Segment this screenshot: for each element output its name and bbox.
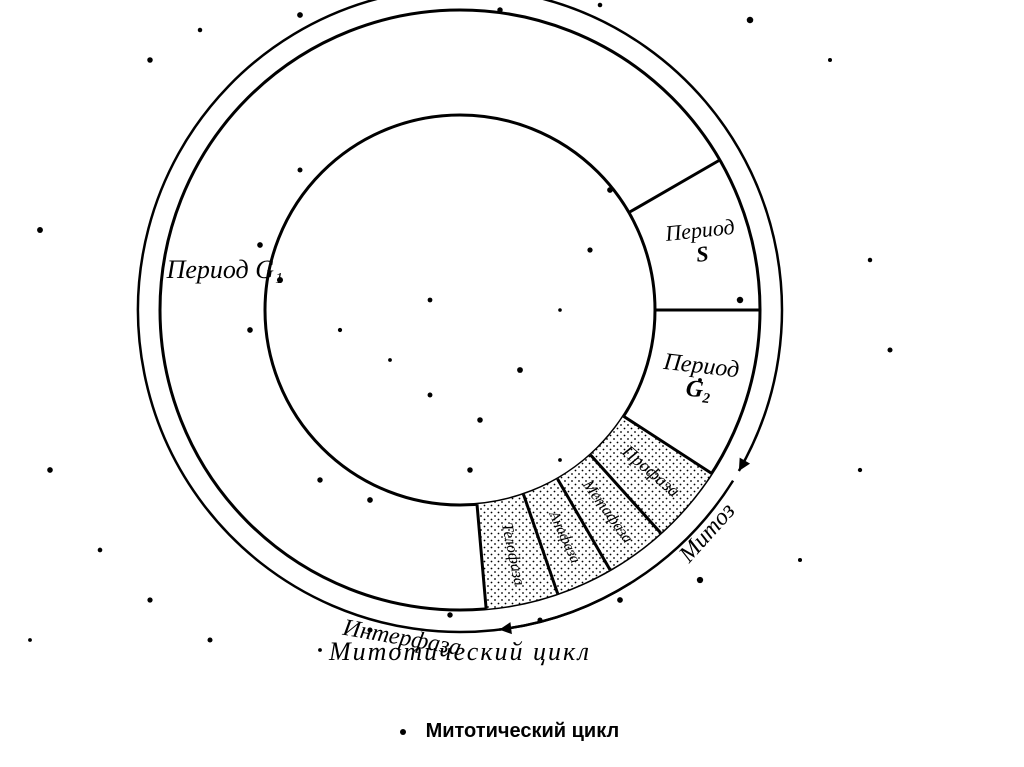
cycle-diagram-svg: Период G₁ПериодSПериодG₂ПрофазаМетафазаА…: [0, 0, 1024, 680]
svg-text:G₂: G₂: [684, 376, 713, 405]
caption: Митотический цикл: [400, 720, 619, 743]
diagram-stage: Период G₁ПериодSПериодG₂ПрофазаМетафазаА…: [0, 0, 1024, 767]
label-period-s: ПериодS: [663, 214, 738, 270]
svg-text:S: S: [695, 241, 710, 267]
caption-text: Митотический цикл: [426, 720, 620, 742]
inner-circle: [265, 115, 655, 505]
diagram-title: Митотический цикл: [328, 637, 591, 666]
bullet-icon: [400, 729, 406, 735]
label-period-g2: ПериодG₂: [659, 349, 741, 407]
label-period-g1: Период G₁: [166, 255, 283, 284]
divider: [629, 160, 720, 213]
